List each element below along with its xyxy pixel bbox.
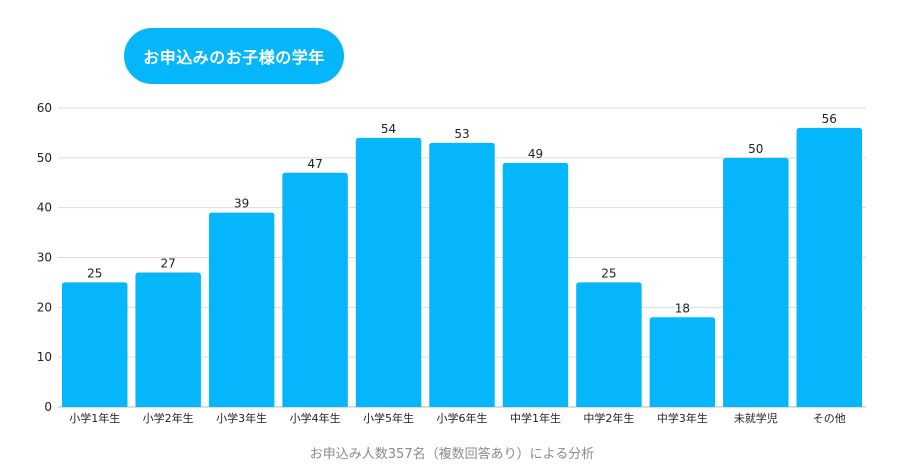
bar — [62, 282, 128, 407]
data-label: 25 — [87, 266, 102, 280]
y-tick-label: 60 — [37, 101, 52, 115]
x-category-label: 小学6年生 — [437, 411, 488, 425]
x-category-label: 小学1年生 — [69, 411, 120, 425]
data-labels: 25 27 39 47 54 53 49 25 18 50 56 — [87, 112, 837, 315]
data-label: 54 — [381, 122, 396, 136]
data-label: 56 — [822, 112, 837, 126]
chart-title: お申込みのお子様の学年 — [124, 28, 344, 84]
data-label: 27 — [161, 256, 176, 270]
x-category-label: 小学3年生 — [216, 411, 267, 425]
chart-caption: お申込み人数357名（複数回答あり）による分析 — [309, 447, 595, 462]
data-label: 49 — [528, 147, 543, 161]
bar — [282, 172, 348, 407]
y-axis-ticks: 0 10 20 30 40 50 60 — [37, 101, 52, 414]
bar — [723, 157, 789, 407]
x-category-label: 未就学児 — [734, 411, 778, 425]
x-category-label: 中学1年生 — [510, 411, 561, 425]
bar — [576, 282, 642, 407]
x-category-label: 小学2年生 — [143, 411, 194, 425]
data-label: 53 — [454, 127, 469, 141]
y-tick-label: 0 — [44, 400, 52, 414]
x-axis-labels: 小学1年生 小学2年生 小学3年生 小学4年生 小学5年生 小学6年生 中学1年生 中学2年生… — [69, 411, 846, 425]
data-label: 47 — [307, 157, 322, 171]
bar — [796, 127, 862, 407]
y-tick-label: 20 — [37, 300, 52, 314]
data-label: 39 — [234, 197, 249, 211]
bar — [502, 162, 569, 407]
x-category-label: 中学2年生 — [583, 411, 634, 425]
data-label: 50 — [748, 142, 763, 156]
bar — [355, 137, 422, 407]
bar — [135, 272, 201, 407]
y-tick-label: 10 — [37, 350, 52, 364]
x-category-label: その他 — [813, 412, 846, 425]
bar — [429, 142, 495, 407]
x-category-label: 小学4年生 — [290, 411, 341, 425]
x-category-label: 小学5年生 — [363, 411, 414, 425]
bars — [62, 127, 862, 407]
bar — [208, 212, 275, 407]
y-tick-label: 30 — [37, 251, 52, 265]
y-tick-label: 50 — [37, 151, 52, 165]
y-tick-label: 40 — [37, 201, 52, 215]
data-label: 25 — [601, 266, 616, 280]
data-label: 18 — [675, 301, 690, 315]
bar — [649, 317, 716, 407]
x-category-label: 中学3年生 — [657, 411, 708, 425]
